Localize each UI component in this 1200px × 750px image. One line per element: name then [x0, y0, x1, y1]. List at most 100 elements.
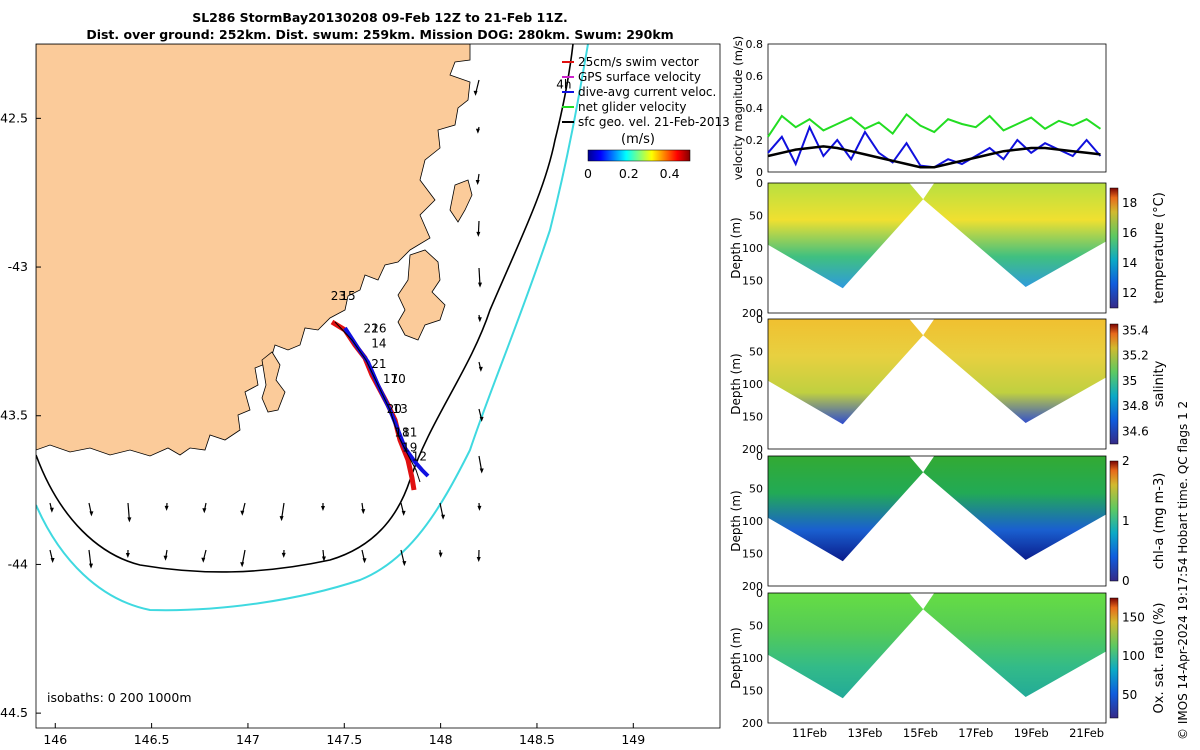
section-colorbar	[1109, 460, 1119, 582]
track-day-label: 4h	[556, 78, 571, 92]
velocity-arrowhead	[127, 517, 132, 523]
map-y-tick-label: -42.5	[0, 110, 28, 125]
map-frame	[35, 43, 721, 729]
section-x-tick-label: 11Feb	[792, 726, 827, 740]
surface-velocity-arrows	[49, 79, 484, 569]
section-field	[768, 593, 1106, 699]
velocity-arrowhead	[478, 282, 483, 288]
chart-title: SL286 StormBay20130208 09-Feb 12Z to 21-…	[192, 10, 568, 25]
velocity-arrowhead	[438, 552, 443, 558]
section-colorbar-tick: 100	[1122, 649, 1145, 663]
isobath-1000m	[36, 44, 589, 612]
velocity-y-tick-label: 0.2	[746, 134, 764, 147]
velocity-arrowhead	[201, 557, 206, 563]
velocity-y-tick-label: 0	[756, 166, 763, 179]
velocity-arrowhead	[479, 468, 484, 474]
section-colorbar-label: chl-a (mg m-3)	[1152, 473, 1167, 570]
velocity-arrowhead	[321, 556, 326, 562]
section-colorbar-tick: 34.8	[1122, 399, 1149, 413]
speed-colorbar-ticks: 0 0.2 0.4	[584, 166, 680, 181]
section-x-tick-label: 13Feb	[847, 726, 882, 740]
velocity-arrowhead	[49, 507, 54, 513]
section-colorbar-tick: 35	[1122, 374, 1137, 388]
section-y-tick-label: 50	[749, 620, 763, 633]
section-colorbar-tick: 18	[1122, 196, 1137, 210]
track-day-label: 18	[394, 426, 409, 440]
section-axes-frame	[767, 455, 1107, 587]
section-x-tick-label: 21Feb	[1069, 726, 1104, 740]
map-y-tick-label: -44	[8, 556, 28, 571]
section-y-tick-label: 100	[742, 378, 763, 391]
section-axes-frame	[767, 592, 1107, 724]
track-day-label: 17	[383, 372, 398, 386]
section-colorbar-label: temperature (°C)	[1152, 192, 1167, 304]
section-colorbar-tick: 14	[1122, 256, 1137, 270]
velocity-arrowhead	[89, 511, 94, 517]
section-colorbar-label: Ox. sat. ratio (%)	[1152, 603, 1167, 714]
map-x-tick-label: 147	[236, 732, 260, 747]
velocity-arrowhead	[202, 508, 207, 514]
velocity-arrowhead	[475, 179, 480, 185]
track-day-label: 11	[402, 426, 417, 440]
section-y-label: Depth (m)	[729, 217, 743, 278]
isobaths-label: isobaths: 0 200 1000m	[47, 690, 192, 705]
section-colorbar-tick: 2	[1122, 454, 1130, 468]
section-axes-frame	[767, 318, 1107, 450]
velocity-arrowhead	[164, 505, 169, 511]
section-y-tick-label: 100	[742, 242, 763, 255]
section-colorbar-tick: 16	[1122, 226, 1137, 240]
section-y-tick-label: 150	[742, 685, 763, 698]
section-colorbar-tick: 12	[1122, 286, 1137, 300]
track-day-label: 14	[371, 336, 386, 350]
section-colorbar-tick: 35.2	[1122, 349, 1149, 363]
velocity-y-tick-label: 0.4	[746, 102, 764, 115]
track-day-label: 12	[412, 449, 427, 463]
track-day-label: 23	[331, 289, 346, 303]
track-day-label: 15	[340, 289, 355, 303]
legend-label: net glider velocity	[578, 100, 686, 114]
section-colorbar-tick: 50	[1122, 688, 1137, 702]
section-y-tick-label: 0	[756, 177, 763, 190]
velocity-arrowhead	[281, 552, 286, 558]
legend-label: sfc geo. vel. 21-Feb-2013	[578, 115, 730, 129]
track-day-label: 10	[391, 372, 406, 386]
section-x-tick-label: 15Feb	[903, 726, 938, 740]
section-y-tick-label: 0	[756, 450, 763, 463]
section-y-tick-label: 0	[756, 313, 763, 326]
section-y-label: Depth (m)	[729, 627, 743, 688]
section-y-tick-label: 50	[749, 346, 763, 359]
map-x-tick-label: 146.5	[134, 732, 170, 747]
velocity-arrowhead	[89, 563, 94, 569]
speed-colorbar-tick: 0.4	[660, 166, 680, 181]
section-y-tick-label: 100	[742, 652, 763, 665]
track-day-label: 13	[392, 402, 407, 416]
chart-subtitle: Dist. over ground: 252km. Dist. swum: 25…	[86, 27, 674, 42]
legend-label: 25cm/s swim vector	[578, 55, 699, 69]
section-y-tick-label: 50	[749, 210, 763, 223]
section-colorbar-tick: 150	[1122, 610, 1145, 624]
map-y-tick-label: -44.5	[0, 705, 28, 720]
velocity-arrowhead	[477, 505, 482, 511]
section-colorbar-tick: 35.4	[1122, 323, 1149, 337]
section-colorbar-tick: 34.6	[1122, 424, 1149, 438]
credit-text: © IMOS 14-Apr-2024 19:17:54 Hobart time.…	[1176, 400, 1190, 740]
section-field	[768, 456, 1106, 562]
glider-track	[330, 319, 430, 491]
map-x-tick-label: 148	[429, 732, 453, 747]
section-colorbar	[1109, 323, 1119, 445]
map-x-tick-label: 148.5	[519, 732, 555, 747]
map-x-tick-label: 149	[621, 732, 645, 747]
velocity-arrowhead	[476, 231, 481, 237]
velocity-series-line	[767, 145, 1101, 169]
velocity-arrowhead	[279, 516, 284, 522]
maria-island	[449, 179, 473, 223]
velocity-axes	[767, 43, 1107, 173]
map-tick-labels: 146 146.5 147 147.5 148 148.5 149 -42.5 -43 -43.5…	[0, 110, 645, 747]
section-y-tick-label: 150	[742, 275, 763, 288]
velocity-arrowhead	[125, 552, 130, 558]
track-day-label: 16	[371, 321, 386, 335]
section-y-tick-label: 0	[756, 587, 763, 600]
